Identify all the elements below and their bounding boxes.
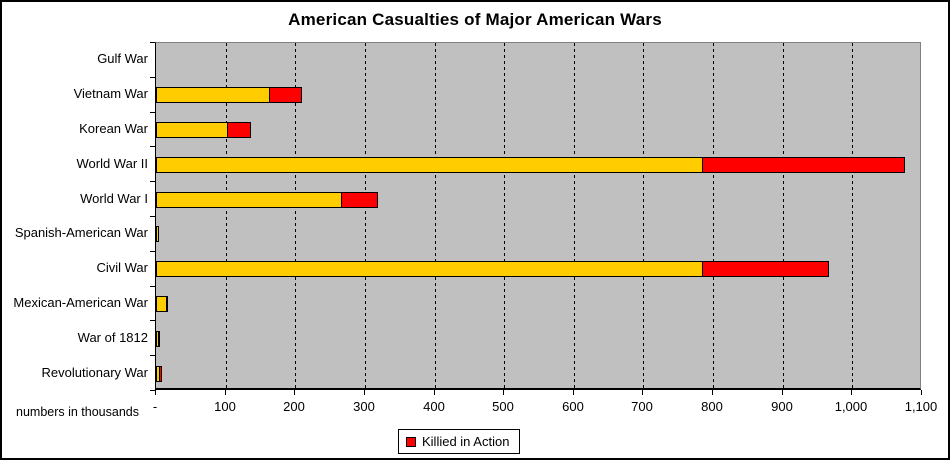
y-axis-tick	[150, 77, 155, 78]
x-axis-tick	[851, 390, 852, 395]
gridline-100	[226, 43, 227, 388]
y-axis-label-war-of-1812: War of 1812	[77, 330, 148, 345]
kia-segment	[166, 296, 168, 312]
y-axis-tick	[150, 251, 155, 252]
gridline-600	[574, 43, 575, 388]
x-axis-tick	[503, 390, 504, 395]
bar-mexican-american-war	[156, 296, 168, 312]
other-casualties-segment	[156, 122, 228, 138]
x-axis-label-1100: 1,100	[904, 399, 938, 414]
y-axis-label-vietnam-war: Vietnam War	[73, 86, 148, 101]
y-axis-label-gulf-war: Gulf War	[97, 51, 148, 66]
x-axis-tick	[642, 390, 643, 395]
x-axis-label-100: 100	[214, 399, 236, 414]
kia-segment	[269, 87, 302, 103]
x-axis-label-1000: 1,000	[834, 399, 868, 414]
y-axis-tick	[150, 286, 155, 287]
x-axis-tick	[225, 390, 226, 395]
bar-spanish-american-war	[156, 226, 159, 242]
x-axis-label-600: 600	[562, 399, 584, 414]
bar-revolutionary-war	[156, 366, 162, 382]
legend-kia-label: Killied in Action	[422, 434, 510, 449]
bar-korean-war	[156, 122, 251, 138]
x-axis-tick	[155, 390, 156, 395]
gridline-300	[365, 43, 366, 388]
y-axis-label-world-war-i: World War I	[80, 191, 148, 206]
y-axis-label-world-war-ii: World War II	[76, 156, 148, 171]
bar-vietnam-war	[156, 87, 302, 103]
y-axis-tick	[150, 181, 155, 182]
x-axis-label-400: 400	[423, 399, 445, 414]
y-axis-tick	[150, 320, 155, 321]
y-axis-tick	[150, 216, 155, 217]
x-axis-label-0: -	[152, 399, 158, 414]
x-axis-tick	[573, 390, 574, 395]
legend: Killied in Action	[398, 429, 521, 454]
gridline-1000	[852, 43, 853, 388]
kia-segment	[227, 122, 251, 138]
x-axis-tick	[434, 390, 435, 395]
x-axis-label-300: 300	[353, 399, 375, 414]
x-axis-tick	[712, 390, 713, 395]
x-axis-tick	[364, 390, 365, 395]
y-axis-tick	[150, 355, 155, 356]
bar-world-war-i	[156, 192, 378, 208]
gridline-700	[643, 43, 644, 388]
kia-segment	[702, 261, 829, 277]
other-casualties-segment	[156, 157, 703, 173]
x-axis-tick	[921, 390, 922, 395]
kia-segment	[159, 366, 162, 382]
gridline-800	[713, 43, 714, 388]
y-axis-label-revolutionary-war: Revolutionary War	[41, 365, 148, 380]
kia-segment	[341, 192, 378, 208]
y-axis-tick	[150, 42, 155, 43]
x-axis-label-900: 900	[771, 399, 793, 414]
x-axis-label-500: 500	[492, 399, 514, 414]
kia-segment	[158, 331, 160, 347]
chart-title: American Casualties of Major American Wa…	[288, 10, 662, 29]
plot-area	[155, 42, 921, 390]
kia-segment	[702, 157, 905, 173]
x-axis-label-700: 700	[631, 399, 653, 414]
other-casualties-segment	[156, 226, 159, 242]
other-casualties-segment	[156, 192, 342, 208]
x-axis-label-200: 200	[283, 399, 305, 414]
gridline-200	[295, 43, 296, 388]
y-axis-label-civil-war: Civil War	[96, 260, 148, 275]
y-axis-tick	[150, 112, 155, 113]
other-casualties-segment	[156, 87, 270, 103]
gridline-900	[783, 43, 784, 388]
y-axis-label-spanish-american-war: Spanish-American War	[14, 225, 148, 240]
y-axis-label-mexican-american-war: Mexican-American War	[13, 295, 148, 310]
x-axis-tick	[294, 390, 295, 395]
x-axis-tick	[782, 390, 783, 395]
gridline-500	[504, 43, 505, 388]
y-axis-tick	[150, 390, 155, 391]
gridline-400	[435, 43, 436, 388]
x-axis-label-800: 800	[701, 399, 723, 414]
legend-kia-swatch-icon	[406, 436, 416, 447]
y-axis-tick	[150, 146, 155, 147]
y-axis-label-korean-war: Korean War	[79, 121, 148, 136]
bar-world-war-ii	[156, 157, 905, 173]
other-casualties-segment	[156, 261, 703, 277]
bar-civil-war	[156, 261, 829, 277]
bar-war-of-1812	[156, 331, 160, 347]
axis-unit-note: numbers in thousands	[16, 405, 139, 419]
